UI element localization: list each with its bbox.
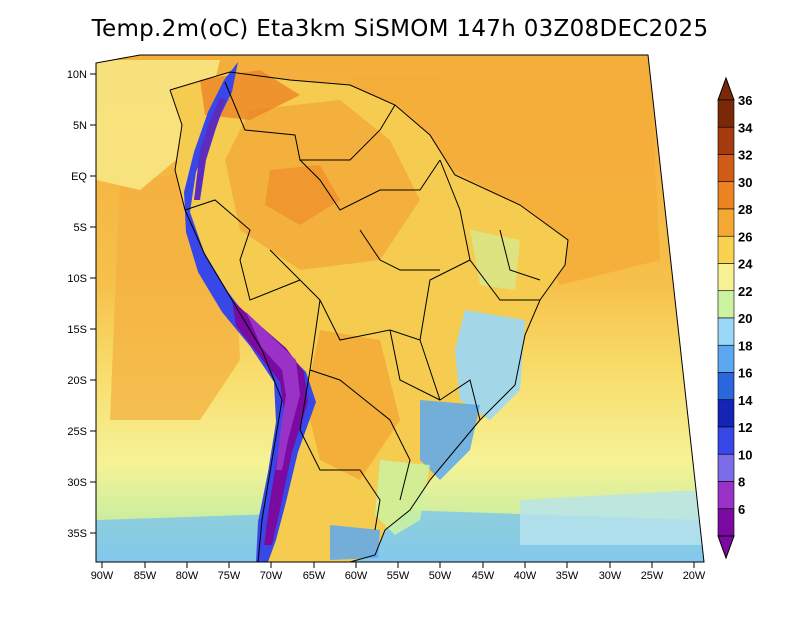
lon-label: 65W xyxy=(303,570,326,582)
colorbar-segment xyxy=(717,154,735,183)
lat-label: EQ xyxy=(71,171,87,183)
colorbar-label: 14 xyxy=(738,393,753,408)
colorbar-label: 8 xyxy=(738,475,745,490)
lon-label: 25W xyxy=(641,570,664,582)
colorbar-segment xyxy=(717,181,735,210)
colorbar-segment xyxy=(717,263,735,292)
colorbar-segment xyxy=(717,290,735,319)
colorbar-segment xyxy=(717,317,735,346)
colorbar-segment xyxy=(717,399,735,428)
colorbar-segment xyxy=(717,99,735,128)
colorbar-segment xyxy=(717,344,735,373)
colorbar-segment xyxy=(717,235,735,264)
lon-label: 20W xyxy=(683,570,706,582)
colorbar-segment xyxy=(717,453,735,482)
lat-label: 25S xyxy=(67,426,87,438)
lon-label: 85W xyxy=(134,570,157,582)
colorbar-arrow-bottom xyxy=(717,535,735,560)
colorbar-label: 22 xyxy=(738,284,752,299)
colorbar-label: 24 xyxy=(738,257,753,272)
colorbar-label: 16 xyxy=(738,366,752,381)
colorbar-label: 20 xyxy=(738,311,752,326)
colorbar-segment xyxy=(717,372,735,401)
colorbar-label: 30 xyxy=(738,175,752,190)
lon-label: 35W xyxy=(556,570,579,582)
map-field xyxy=(96,55,704,562)
lat-label: 30S xyxy=(67,477,87,489)
colorbar-label: 6 xyxy=(738,502,745,517)
colorbar-label: 28 xyxy=(738,202,752,217)
colorbar-label: 12 xyxy=(738,420,752,435)
colorbar-label: 34 xyxy=(738,120,753,135)
lon-label: 30W xyxy=(599,570,622,582)
colorbar-label: 36 xyxy=(738,93,752,108)
lat-label: 5S xyxy=(74,222,87,234)
colorbar: 36 34 32 30 28 26 24 22 20 18 16 14 12 10 8 6 xyxy=(717,76,753,560)
colorbar-label: 10 xyxy=(738,447,752,462)
lon-label: 80W xyxy=(176,570,199,582)
lat-label: 20S xyxy=(67,375,87,387)
lon-label: 45W xyxy=(472,570,495,582)
lat-label: 5N xyxy=(73,120,87,132)
lon-label: 70W xyxy=(260,570,283,582)
lat-label: 10S xyxy=(67,273,87,285)
lat-label: 35S xyxy=(67,528,87,540)
map-title: Temp.2m(oC) Eta3km SiSMOM 147h 03Z08DEC2… xyxy=(91,16,709,42)
lat-label: 10N xyxy=(67,69,87,81)
lon-label: 90W xyxy=(91,570,114,582)
latitude-labels: 10N 5N EQ 5S 10S 15S 20S 25S 30S 35S xyxy=(67,69,88,540)
colorbar-segment xyxy=(717,208,735,237)
lon-label: 60W xyxy=(345,570,368,582)
country-borders xyxy=(169,71,569,563)
lon-label: 40W xyxy=(514,570,537,582)
latitude-axis xyxy=(90,73,96,534)
colorbar-segment xyxy=(717,508,735,537)
longitude-labels: 90W 85W 80W 75W 70W 65W 60W 55W 50W 45W … xyxy=(91,570,706,582)
lon-label: 55W xyxy=(387,570,410,582)
lat-label: 15S xyxy=(67,324,87,336)
colorbar-arrow-top xyxy=(717,76,735,101)
lon-label: 75W xyxy=(218,570,241,582)
colorbar-label: 18 xyxy=(738,338,752,353)
longitude-axis xyxy=(101,562,695,568)
colorbar-segment xyxy=(717,481,735,510)
colorbar-label: 32 xyxy=(738,148,752,163)
lon-label: 50W xyxy=(429,570,452,582)
coastline xyxy=(169,71,569,563)
colorbar-label: 26 xyxy=(738,229,752,244)
colorbar-segment xyxy=(717,426,735,455)
colorbar-segment xyxy=(717,126,735,155)
map-frame xyxy=(95,54,705,563)
